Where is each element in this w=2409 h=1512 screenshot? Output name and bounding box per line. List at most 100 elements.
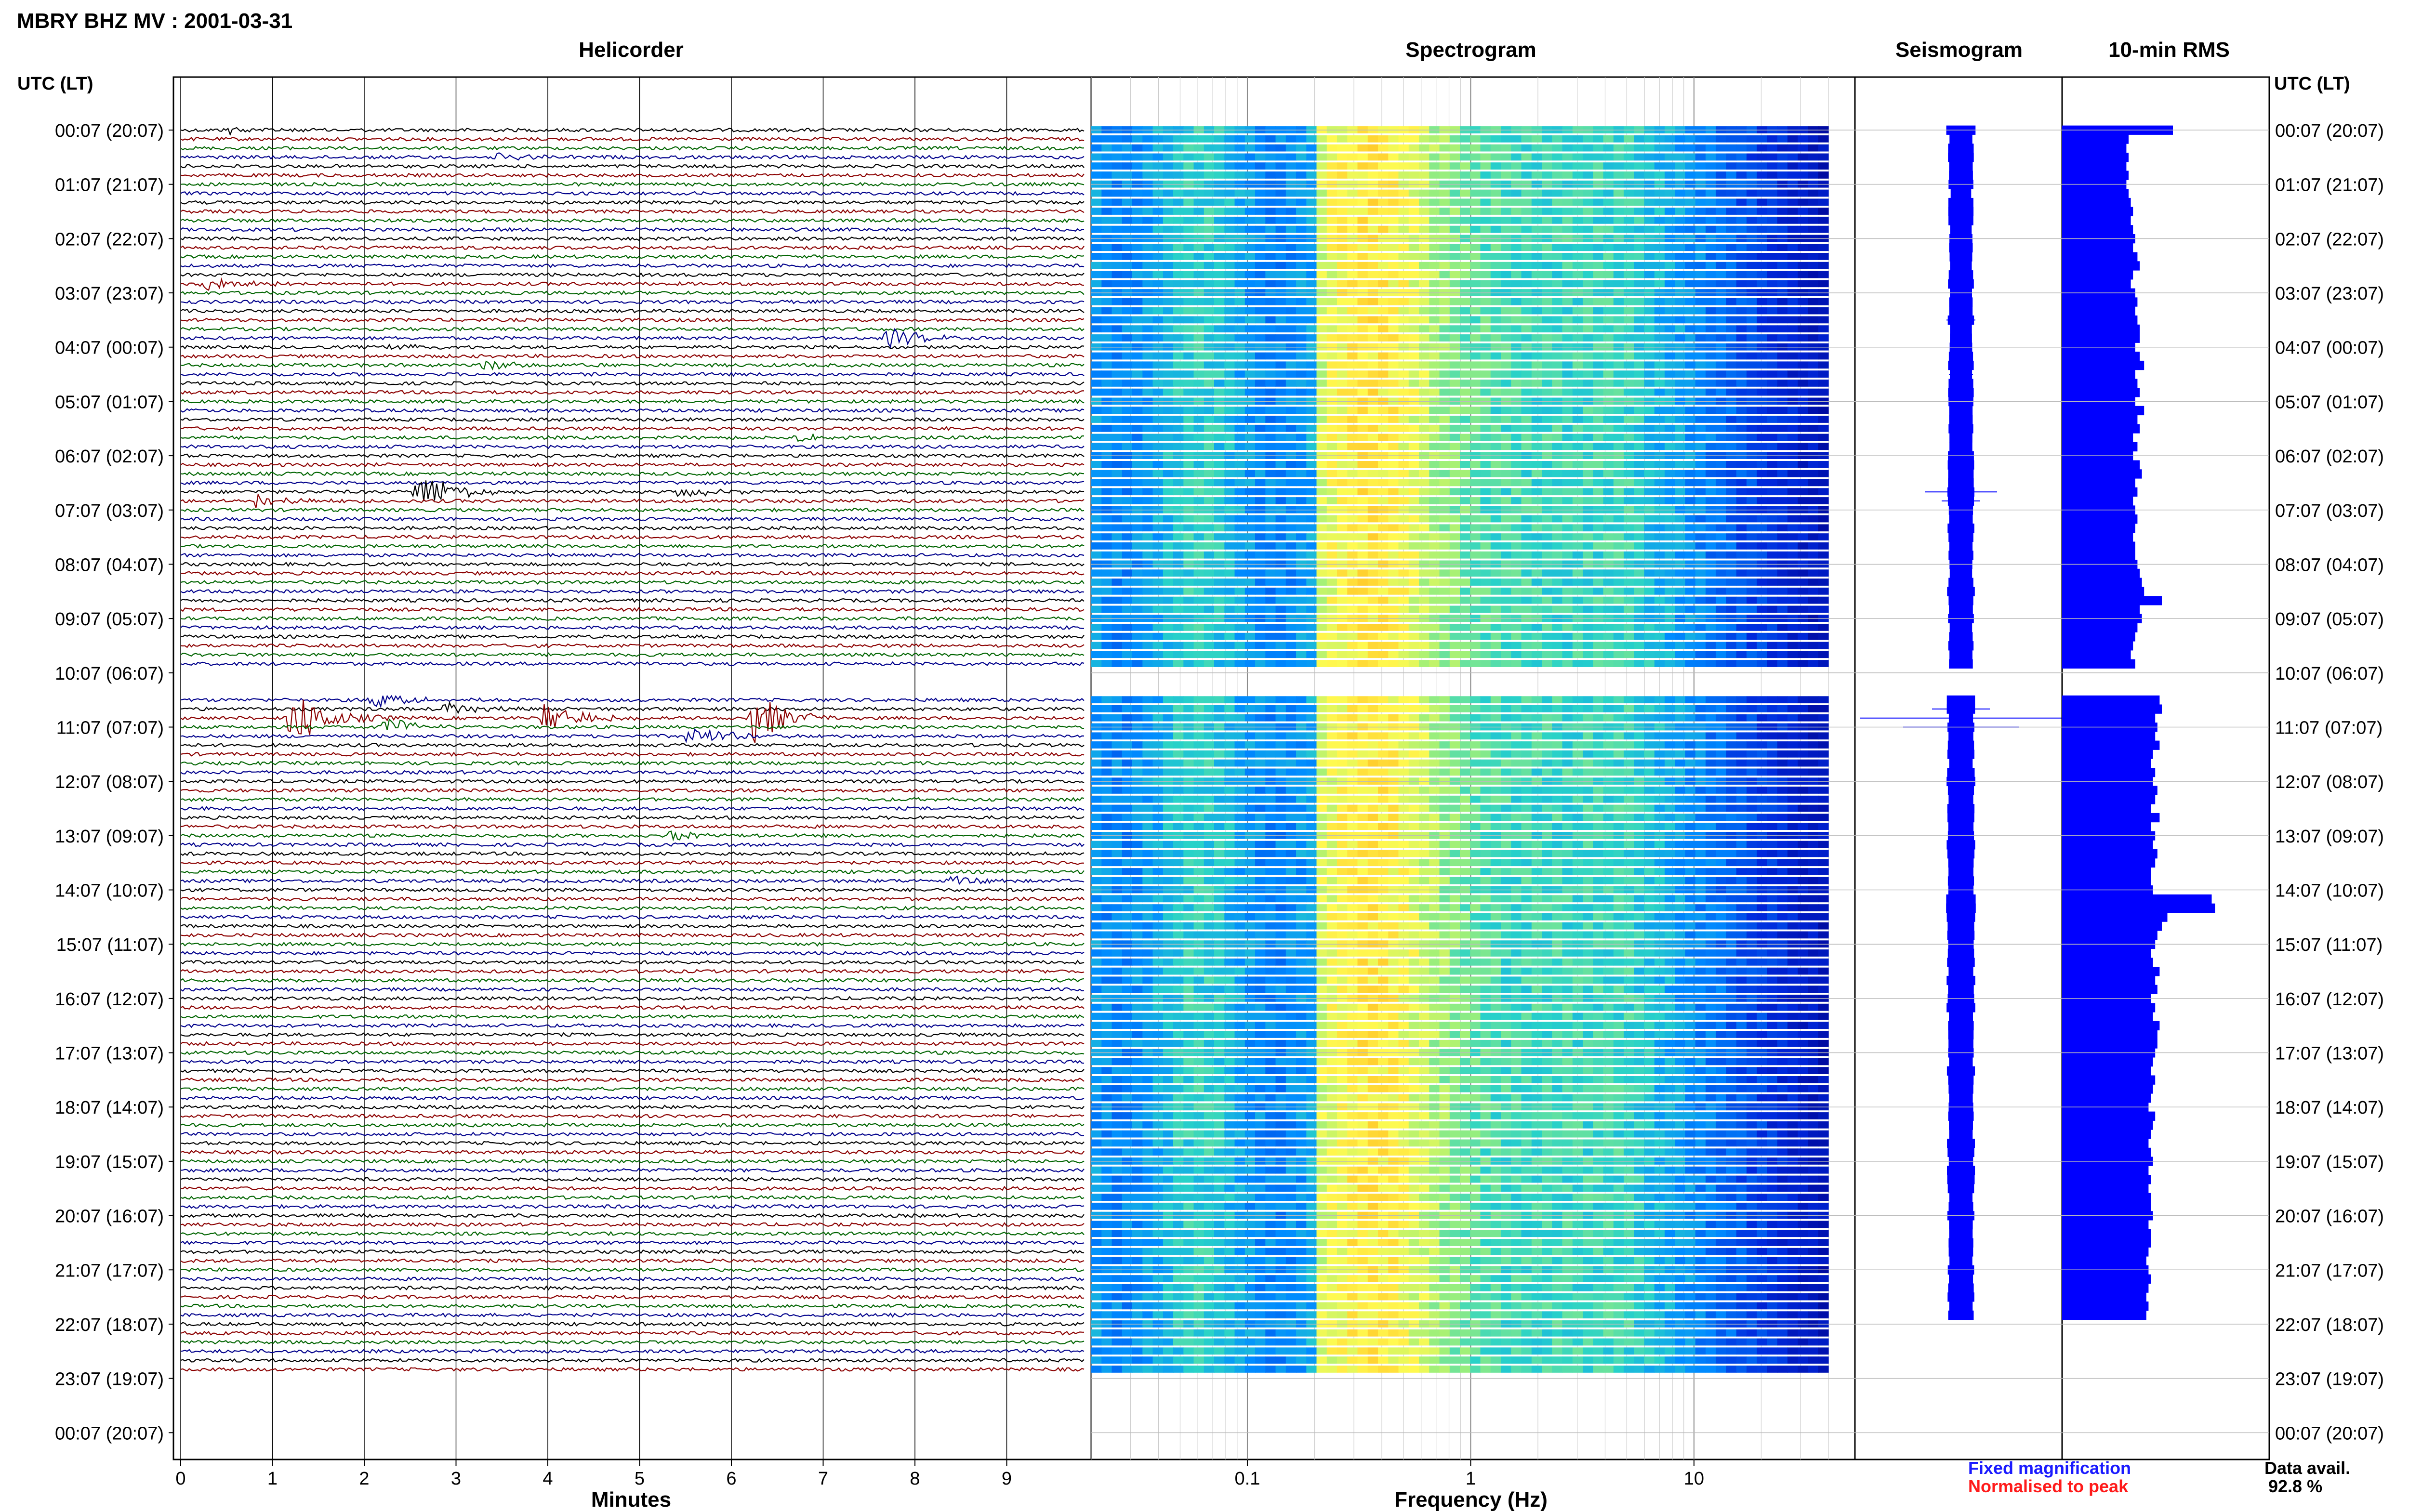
spectrogram-cell	[1531, 524, 1542, 532]
spectrogram-cell	[1757, 307, 1768, 315]
spectrogram-cell	[1398, 579, 1409, 586]
spectrogram-cell	[1798, 515, 1809, 523]
spectrogram-cell	[1398, 524, 1409, 532]
spectrogram-cell	[1183, 569, 1194, 577]
spectrogram-cell	[1787, 524, 1798, 532]
spectrogram-cell	[1224, 307, 1235, 315]
spectrogram-cell	[1132, 443, 1143, 450]
spectrogram-cell	[1357, 479, 1368, 486]
spectrogram-cell	[1706, 307, 1716, 315]
spectrogram-cell	[1624, 407, 1634, 414]
spectrogram-cell	[1613, 488, 1624, 496]
spectrogram-cell	[1787, 461, 1798, 468]
spectrogram-cell	[1716, 262, 1727, 269]
spectrogram-cell	[1798, 624, 1809, 631]
spectrogram-cell	[1429, 198, 1440, 206]
helicorder-trace	[180, 1068, 1085, 1074]
spectrogram-cell	[1244, 651, 1256, 658]
spectrogram-cell	[1122, 216, 1133, 224]
spectrogram-cell	[1378, 370, 1389, 378]
spectrogram-cell	[1480, 443, 1491, 450]
spectrogram-cell	[1562, 579, 1573, 586]
spectrogram-cell	[1398, 632, 1409, 640]
spectrogram-cell	[1490, 262, 1501, 269]
spectrogram-cell	[1490, 434, 1501, 441]
spectrogram-cell	[1285, 569, 1297, 577]
spectrogram-cell	[1624, 198, 1634, 206]
spectrogram-cell	[1501, 750, 1511, 758]
helicorder-trace	[180, 728, 1085, 743]
spectrogram-cell	[1695, 479, 1706, 486]
spectrogram-cell	[1511, 542, 1522, 550]
helicorder-trace	[180, 896, 1085, 902]
spectrogram-cell	[1265, 497, 1276, 504]
spectrogram-cell	[1296, 216, 1307, 224]
spectrogram-cell	[1224, 533, 1235, 540]
spectrogram-cell	[1736, 253, 1747, 260]
spectrogram-cell	[1163, 587, 1174, 595]
spectrogram-cell	[1163, 208, 1174, 215]
spectrogram-cell	[1665, 162, 1675, 170]
spectrogram-cell	[1552, 307, 1563, 315]
spectrogram-cell	[1624, 524, 1634, 532]
spectrogram-cell	[1695, 361, 1706, 369]
spectrogram-cell	[1460, 162, 1470, 170]
spectrogram-cell	[1572, 216, 1583, 224]
spectrogram-cell	[1285, 280, 1297, 288]
spectrogram-cell	[1501, 380, 1511, 387]
spectrogram-cell	[1132, 171, 1143, 179]
spectrogram-cell	[1603, 316, 1614, 324]
spectrogram-cell	[1798, 424, 1809, 432]
spectrogram-cell	[1173, 732, 1184, 740]
spectrogram-cell	[1787, 325, 1798, 333]
spectrogram-cell	[1275, 135, 1286, 143]
spectrogram-cell	[1388, 244, 1399, 251]
spectrogram-cell	[1316, 361, 1327, 369]
spectrogram-cell	[1398, 307, 1409, 315]
spectrogram-cell	[1747, 624, 1757, 631]
spectrogram-cell	[1562, 225, 1573, 233]
spectrogram-cell	[1112, 316, 1123, 324]
spectrogram-cell	[1552, 370, 1563, 378]
spectrogram-cell	[1326, 388, 1337, 396]
spectrogram-cell	[1583, 515, 1593, 523]
spectrogram-cell	[1347, 135, 1358, 143]
spectrogram-cell	[1367, 741, 1378, 749]
spectrogram-cell	[1726, 388, 1737, 396]
spectrogram-cell	[1255, 244, 1266, 251]
helicorder-trace	[180, 661, 1085, 667]
spectrogram-cell	[1552, 732, 1563, 740]
spectrogram-cell	[1603, 208, 1614, 215]
spectrogram-cell	[1644, 542, 1655, 550]
spectrogram-cell	[1675, 370, 1686, 378]
spectrogram-cell	[1244, 660, 1256, 667]
spectrogram-cell	[1572, 189, 1583, 197]
spectrogram-cell	[1777, 605, 1788, 613]
spectrogram-cell	[1316, 642, 1327, 649]
spectrogram-cell	[1695, 198, 1706, 206]
spectrogram-cell	[1316, 605, 1327, 613]
spectrogram-cell	[1388, 596, 1399, 604]
spectrogram-cell	[1747, 370, 1757, 378]
spectrogram-cell	[1603, 307, 1614, 315]
spectrogram-cell	[1429, 416, 1440, 423]
helicorder-trace	[180, 830, 1085, 841]
spectrogram-cell	[1552, 596, 1563, 604]
spectrogram-cell	[1173, 542, 1184, 550]
helicorder-trace	[180, 417, 1085, 422]
spectrogram-cell	[1265, 280, 1276, 288]
spectrogram-cell	[1255, 705, 1266, 712]
spectrogram-cell	[1388, 443, 1399, 450]
spectrogram-cell	[1501, 696, 1511, 704]
spectrogram-cell	[1398, 361, 1409, 369]
spectrogram-cell	[1122, 488, 1133, 496]
spectrogram-cell	[1572, 732, 1583, 740]
spectrogram-cell	[1665, 524, 1675, 532]
spectrogram-cell	[1429, 380, 1440, 387]
spectrogram-cell	[1378, 298, 1389, 305]
spectrogram-cell	[1163, 470, 1174, 477]
spectrogram-cell	[1593, 153, 1604, 161]
spectrogram-cell	[1388, 162, 1399, 170]
spectrogram-cell	[1818, 533, 1829, 540]
spectrogram-cell	[1091, 380, 1102, 387]
